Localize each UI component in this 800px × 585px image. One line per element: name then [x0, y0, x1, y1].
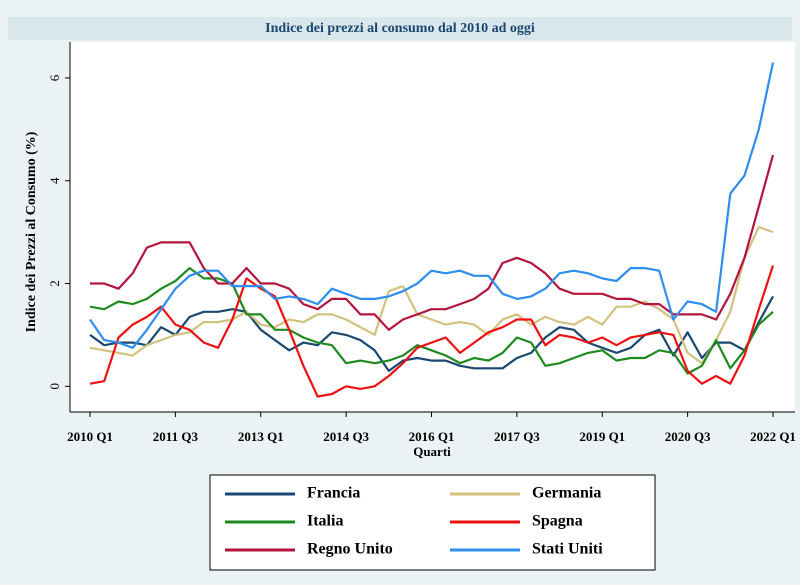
x-tick-label: 2017 Q3 [494, 429, 540, 444]
x-tick-label: 2014 Q3 [323, 429, 369, 444]
y-tick-label: 0 [47, 383, 62, 390]
legend-label: Germania [532, 485, 601, 502]
series-line [89, 295, 774, 372]
x-tick-label: 2011 Q3 [153, 429, 199, 444]
legend-label: Regno Unito [307, 541, 393, 558]
x-axis-title: Quarti [413, 444, 451, 459]
x-tick-label: 2016 Q1 [409, 429, 455, 444]
y-tick-label: 4 [47, 177, 62, 184]
plot-area [70, 42, 795, 412]
legend-label: Italia [307, 513, 343, 530]
legend-label: Spagna [532, 513, 583, 530]
x-tick-label: 2020 Q3 [665, 429, 711, 444]
series-line [90, 154, 775, 331]
y-tick-label: 2 [47, 280, 62, 287]
legend-label: Stati Uniti [532, 541, 603, 558]
series-line [89, 225, 774, 365]
y-tick-label: 6 [47, 74, 62, 81]
title-bar [8, 17, 792, 40]
series-line [89, 265, 775, 398]
x-tick-label: 2013 Q1 [238, 429, 284, 444]
x-tick-label: 2022 Q1 [750, 429, 796, 444]
chart-title: Indice dei prezzi al consumo dal 2010 ad… [265, 21, 535, 36]
series-line [89, 62, 775, 349]
y-axis-title: Indice dei Prezzi al Consumo (%) [24, 131, 39, 332]
legend-label: Francia [307, 485, 360, 502]
series-line [89, 267, 774, 375]
x-tick-label: 2010 Q1 [67, 429, 113, 444]
x-tick-label: 2019 Q1 [579, 429, 625, 444]
